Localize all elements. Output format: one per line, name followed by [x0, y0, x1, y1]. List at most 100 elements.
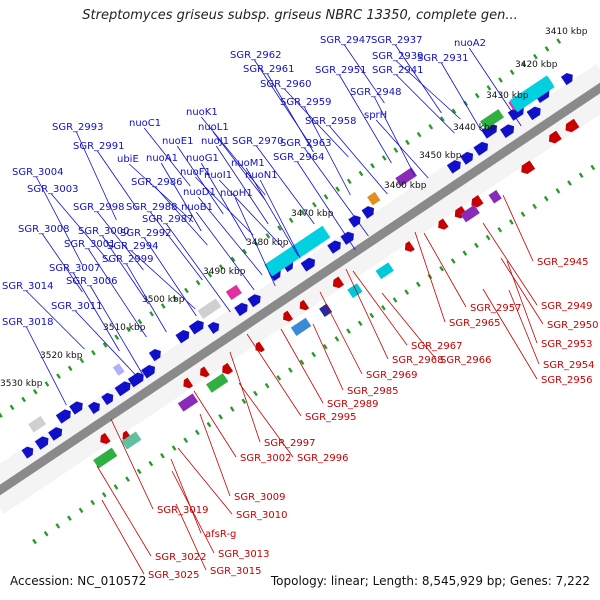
kbp-tick-label: 3430 kbp	[486, 91, 529, 101]
tick-mark	[206, 421, 212, 428]
forward-gene-label: SGR_2988	[126, 202, 178, 213]
reverse-gene-label: SGR_2968	[392, 355, 444, 366]
tick-mark	[300, 209, 306, 216]
tick-mark	[79, 357, 85, 364]
forward-gene-label: SGR_2960	[260, 79, 312, 90]
reverse-gene-arrow	[471, 195, 484, 208]
forward-gene-label: nuoC1	[129, 118, 161, 129]
tick-mark	[334, 336, 340, 342]
forward-leader-line	[26, 326, 67, 406]
forward-leader-line	[42, 233, 83, 293]
forward-leader-line	[97, 150, 138, 210]
forward-gene-label: SGR_3014	[2, 281, 54, 292]
reverse-gene-arrow	[521, 160, 536, 174]
forward-gene-label: nuoF1	[180, 167, 211, 178]
forward-gene-arrow	[348, 215, 361, 228]
forward-gene-arrow	[500, 124, 515, 138]
forward-gene-arrow	[207, 322, 220, 334]
tick-mark	[578, 172, 584, 178]
forward-leader-line	[75, 310, 140, 380]
forward-gene-arrow	[55, 409, 71, 424]
forward-gene-arrow	[101, 392, 114, 406]
tick-mark	[56, 373, 61, 379]
tick-mark	[381, 304, 386, 311]
kbp-tick-label: 3520 kbp	[40, 351, 83, 361]
forward-leader-line	[126, 263, 167, 333]
tick-mark	[172, 295, 178, 301]
tick-mark	[486, 85, 492, 91]
forward-gene-arrow	[148, 349, 161, 362]
forward-gene-label: SGR_2961	[243, 64, 295, 75]
reverse-leader-line	[312, 323, 344, 391]
tick-mark	[32, 538, 37, 545]
reverse-gene-arrow	[255, 341, 265, 353]
tick-mark	[556, 38, 562, 44]
forward-gene-label: SGR_2987	[142, 214, 194, 225]
reverse-gene-label: SGR_2953	[541, 339, 593, 350]
reverse-gene-arrow	[565, 118, 580, 133]
tick-mark	[287, 367, 293, 373]
forward-gene-label: SGR_3006	[66, 276, 118, 287]
forward-gene-label: nuoM1	[231, 158, 265, 169]
forward-leader-line	[284, 88, 349, 158]
forward-gene-label: SGR_2970	[232, 136, 284, 147]
reverse-gene-label: SGR_2966	[440, 355, 492, 366]
kbp-tick-label: 3480 kbp	[246, 238, 289, 248]
reverse-gene-arrow	[548, 130, 562, 144]
reverse-gene-label: SGR_2945	[537, 257, 589, 268]
tick-mark	[160, 453, 165, 459]
forward-leader-line	[468, 47, 522, 127]
forward-gene-label: SGR_2937	[371, 35, 423, 46]
forward-leader-line	[76, 131, 117, 221]
tick-mark	[9, 404, 15, 411]
tick-mark	[357, 320, 363, 327]
forward-leader-line	[297, 161, 356, 251]
summary-text: Topology: linear; Length: 8,545,929 bp; …	[270, 574, 590, 588]
feature-block	[177, 393, 199, 412]
tick-mark	[44, 381, 50, 387]
reverse-gene-label: SGR_2996	[297, 453, 349, 464]
tick-mark	[415, 281, 421, 288]
reverse-gene-arrow	[299, 299, 310, 311]
forward-gene-arrow	[69, 401, 83, 415]
forward-gene-arrow	[21, 446, 34, 459]
tick-mark	[0, 412, 3, 418]
kbp-tick-label: 3470 kbp	[291, 209, 334, 219]
forward-leader-line	[395, 44, 442, 114]
tick-mark	[264, 382, 270, 389]
reverse-leader-line	[482, 288, 538, 380]
reverse-gene-arrow	[404, 241, 415, 252]
tick-mark	[229, 406, 235, 412]
forward-gene-arrow	[473, 141, 488, 156]
forward-gene-label: SGR_3000	[78, 226, 130, 237]
forward-gene-label: SGR_2939	[372, 51, 424, 62]
reverse-gene-label: SGR_2957	[470, 303, 522, 314]
feature-block	[375, 262, 394, 280]
forward-gene-label: SGR_2948	[350, 87, 402, 98]
tick-mark	[78, 507, 84, 514]
reverse-gene-label: SGR_2969	[366, 370, 418, 381]
forward-leader-line	[215, 145, 269, 225]
tick-mark	[358, 170, 364, 177]
reverse-gene-label: SGR_3019	[157, 505, 209, 516]
tick-mark	[242, 248, 248, 255]
tick-mark	[521, 61, 527, 68]
forward-gene-label: nuoA2	[454, 38, 486, 49]
reverse-gene-label: SGR_2967	[411, 341, 463, 352]
forward-leader-line	[160, 162, 202, 232]
kbp-tick-label: 3410 kbp	[545, 27, 588, 37]
forward-gene-label: nuoA1	[146, 153, 178, 164]
forward-gene-label: SGR_3003	[27, 184, 79, 195]
cyan-block	[264, 225, 331, 277]
forward-gene-arrow	[560, 72, 573, 86]
forward-gene-label: nuoH1	[220, 188, 253, 199]
forward-gene-label: SGR_2947	[320, 35, 372, 46]
reverse-leader-line	[229, 351, 261, 443]
tick-mark	[43, 530, 49, 537]
forward-leader-line	[143, 127, 191, 187]
forward-gene-label: SGR_3018	[2, 317, 54, 328]
tick-mark	[149, 311, 154, 317]
reverse-leader-line	[238, 382, 294, 458]
feature-block	[367, 191, 381, 206]
